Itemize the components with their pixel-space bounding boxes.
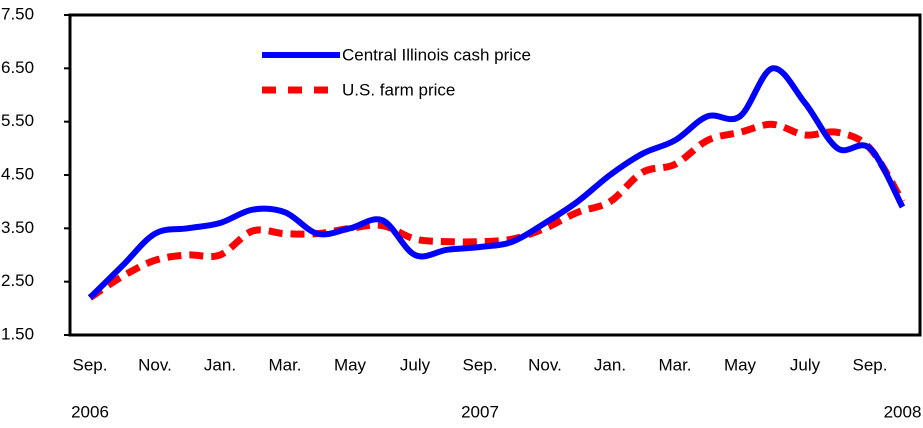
x-tick-label: May (334, 355, 367, 374)
x-tick-label: July (400, 355, 431, 374)
plot-frame (68, 13, 922, 337)
x-tick-label: Sep. (853, 355, 888, 374)
x-tick-label: Jan. (594, 355, 626, 374)
y-tick-label: 3.50 (1, 218, 34, 237)
x-tick-label: July (790, 355, 821, 374)
series-line (87, 65, 906, 300)
y-tick-label: 4.50 (1, 164, 34, 183)
year-label: 2007 (461, 402, 499, 421)
x-tick-label: Nov. (138, 355, 172, 374)
x-tick-label: Jan. (204, 355, 236, 374)
year-label: 2006 (71, 402, 109, 421)
y-tick-label: 7.50 (1, 4, 34, 23)
y-tick-label: 1.50 (1, 324, 34, 343)
y-tick-label: 6.50 (1, 58, 34, 77)
x-tick-label: May (724, 355, 757, 374)
legend-label: Central Illinois cash price (342, 45, 531, 64)
legend-label: U.S. farm price (342, 80, 455, 99)
x-tick-label: Mar. (268, 355, 301, 374)
y-tick-label: 5.50 (1, 111, 34, 130)
x-tick-label: Nov. (528, 355, 562, 374)
series-line (88, 120, 906, 301)
year-label: 2008 (884, 402, 922, 421)
x-tick-label: Mar. (658, 355, 691, 374)
x-tick-label: Sep. (73, 355, 108, 374)
y-tick-label: 2.50 (1, 271, 34, 290)
x-tick-label: Sep. (463, 355, 498, 374)
